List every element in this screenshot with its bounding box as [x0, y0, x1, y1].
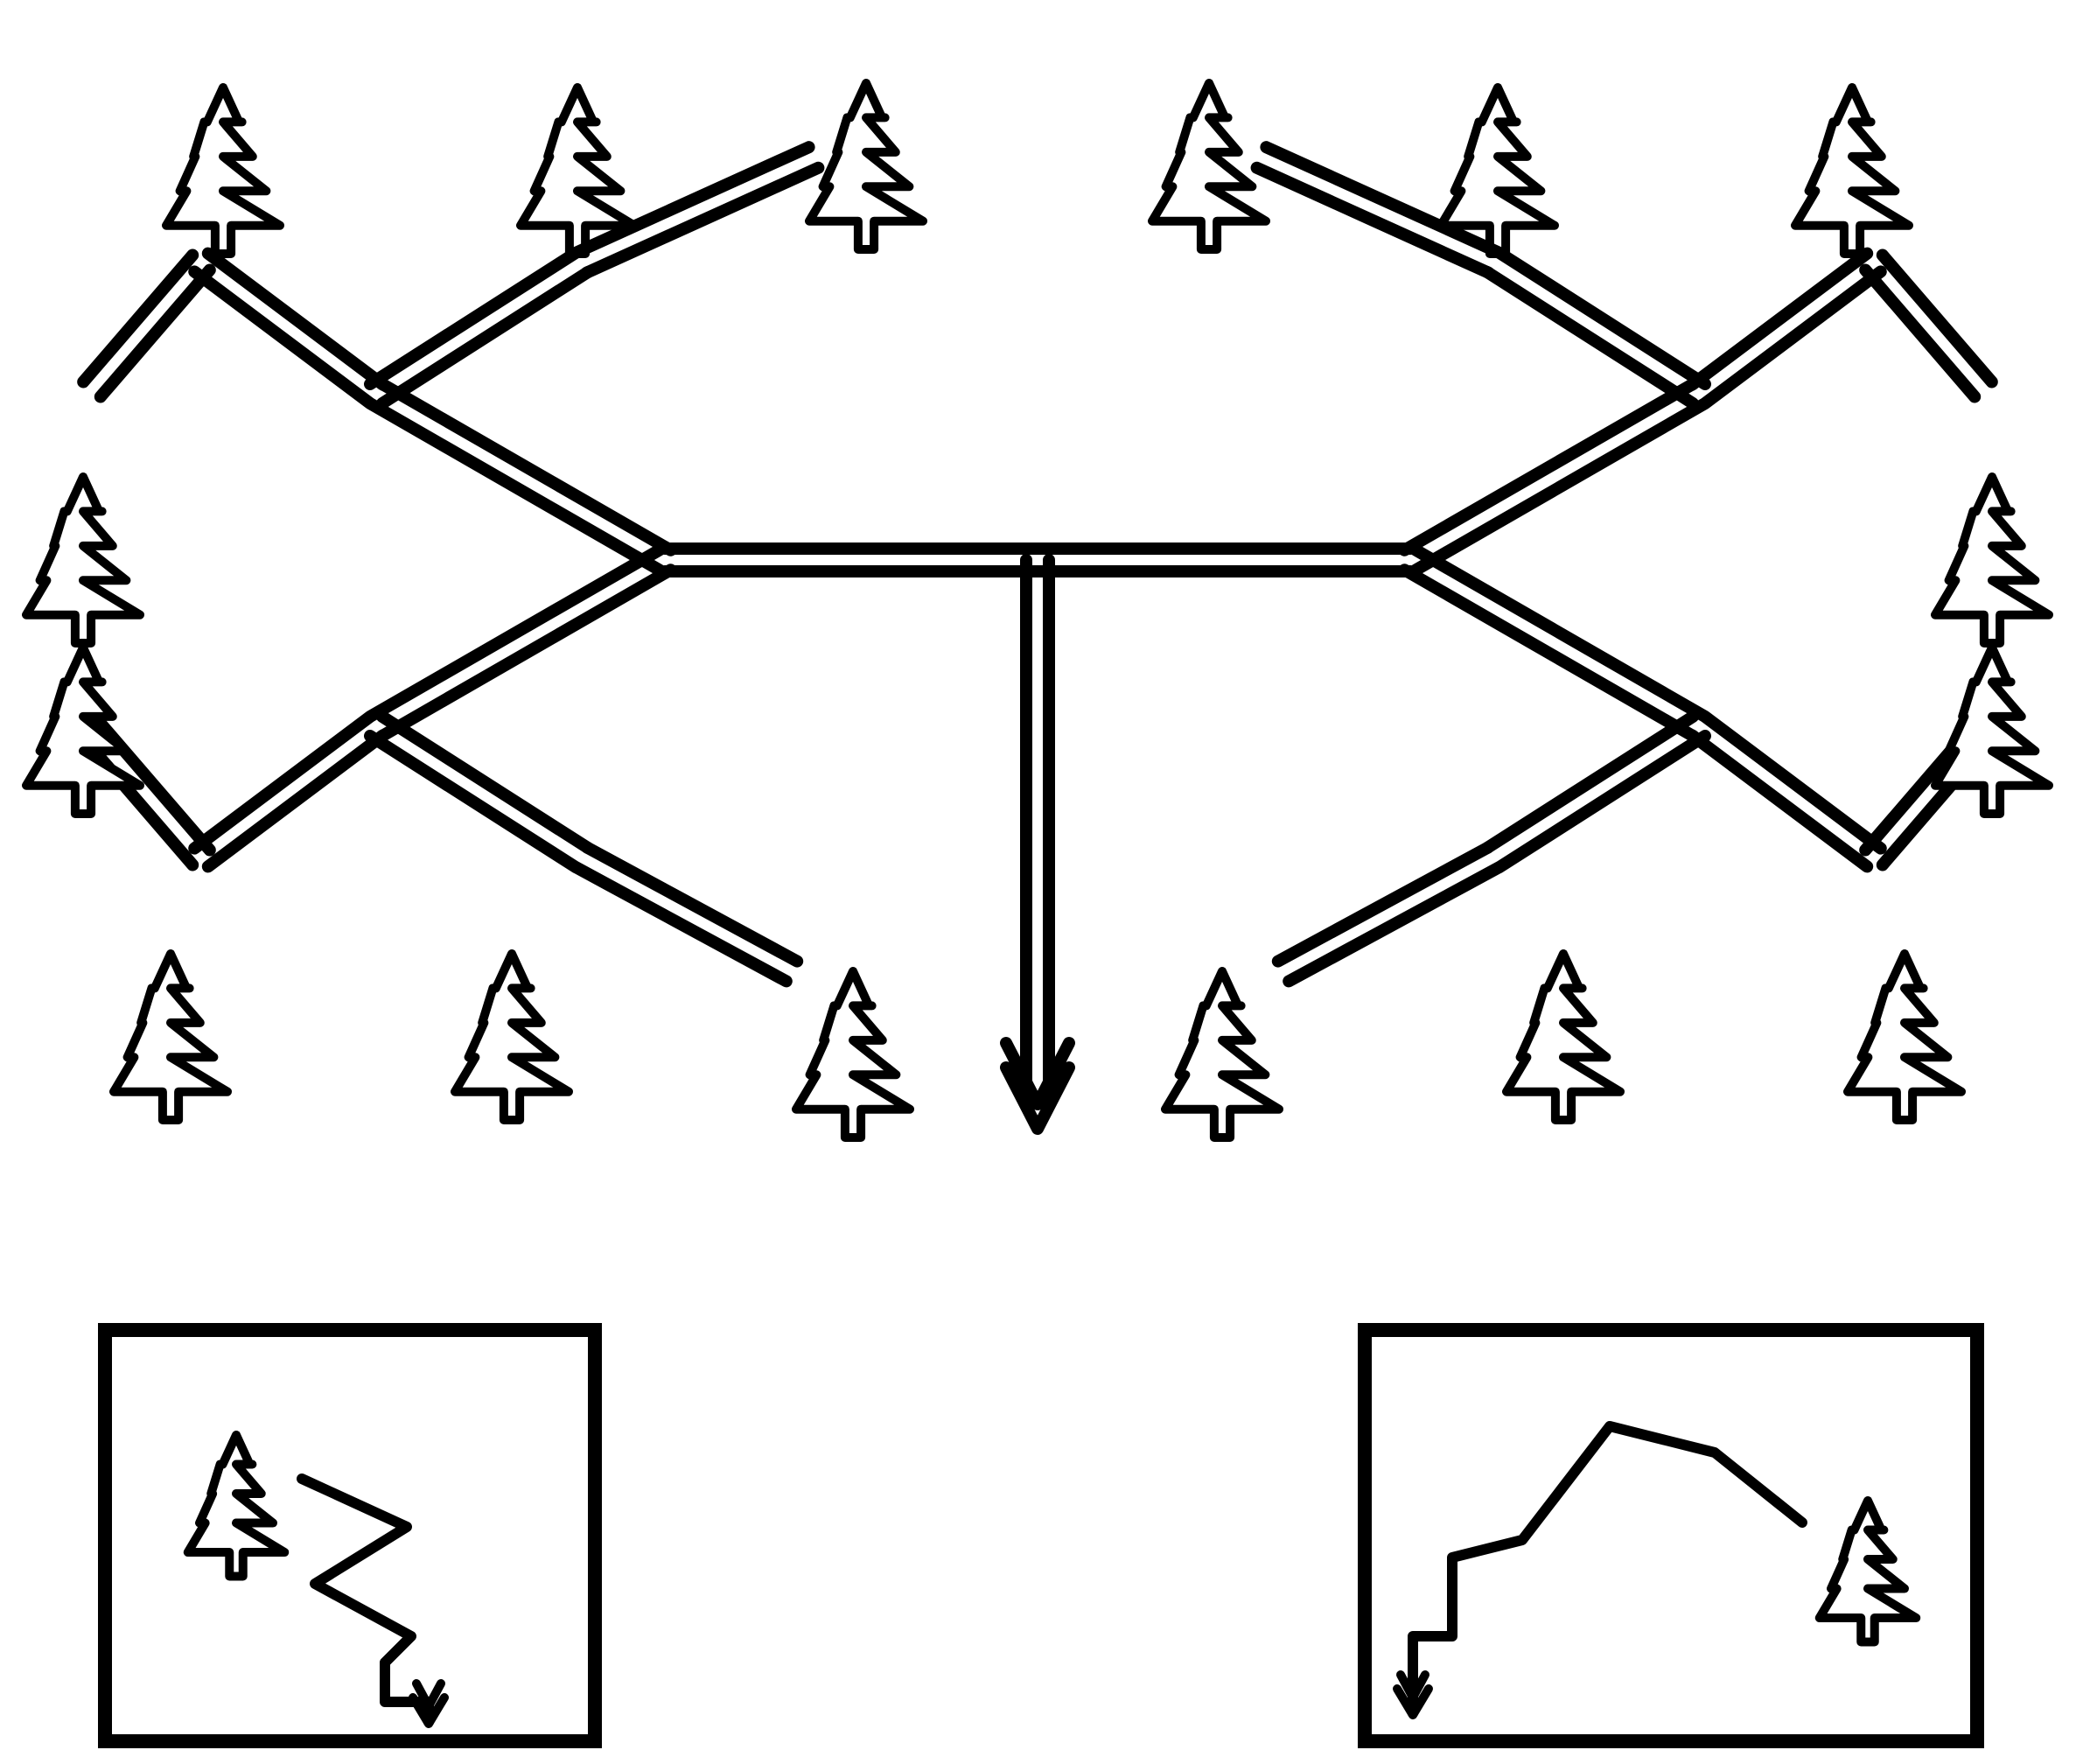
- trunk-L-up: [371, 384, 671, 570]
- arrow-down-icon: [413, 1684, 444, 1724]
- branch-3: [370, 717, 588, 867]
- branch-0: [194, 254, 383, 403]
- solution-box-left: [105, 1330, 595, 1741]
- maze-stem: [1026, 560, 1049, 1102]
- tree-icon: [1152, 83, 1266, 249]
- trunk-R-down: [1405, 550, 1705, 737]
- branch-10: [1692, 718, 1881, 867]
- trunk-L-down: [371, 550, 671, 737]
- tree-icon: [455, 954, 569, 1120]
- branch-11: [1487, 717, 1705, 867]
- tree-icon: [26, 477, 140, 643]
- tree-icon: [1935, 477, 2049, 643]
- branch-8: [1692, 254, 1881, 403]
- trunk-R-0: [1038, 549, 1410, 571]
- tree-icon: [188, 1435, 285, 1577]
- tree-icon: [1848, 954, 1961, 1120]
- tree-icon: [1935, 648, 2049, 814]
- branch-4: [577, 848, 797, 982]
- tree-icon: [114, 954, 227, 1120]
- solution-path-right: [1413, 1426, 1802, 1713]
- tree-icon: [1795, 88, 1909, 254]
- branch-9: [1487, 253, 1705, 403]
- maze-exit-arrow-icon: [1006, 1043, 1069, 1129]
- maze-diagram: [0, 0, 2076, 1764]
- tree-icon: [809, 83, 923, 249]
- tree-icon: [26, 648, 140, 814]
- branch-1: [370, 253, 588, 403]
- tree-icon: [166, 88, 280, 254]
- main-maze: [26, 83, 2049, 1138]
- branch-12: [1278, 848, 1499, 982]
- tree-icon: [1165, 971, 1279, 1138]
- tree-icon: [1506, 954, 1620, 1120]
- tree-icon: [796, 971, 910, 1138]
- branch-2: [194, 718, 383, 867]
- trunk-R-up: [1405, 384, 1705, 570]
- solution-path-left: [302, 1479, 429, 1722]
- trunk-L-0: [665, 549, 1038, 571]
- solution-box-right: [1365, 1330, 1977, 1741]
- tree-icon: [1820, 1501, 1917, 1642]
